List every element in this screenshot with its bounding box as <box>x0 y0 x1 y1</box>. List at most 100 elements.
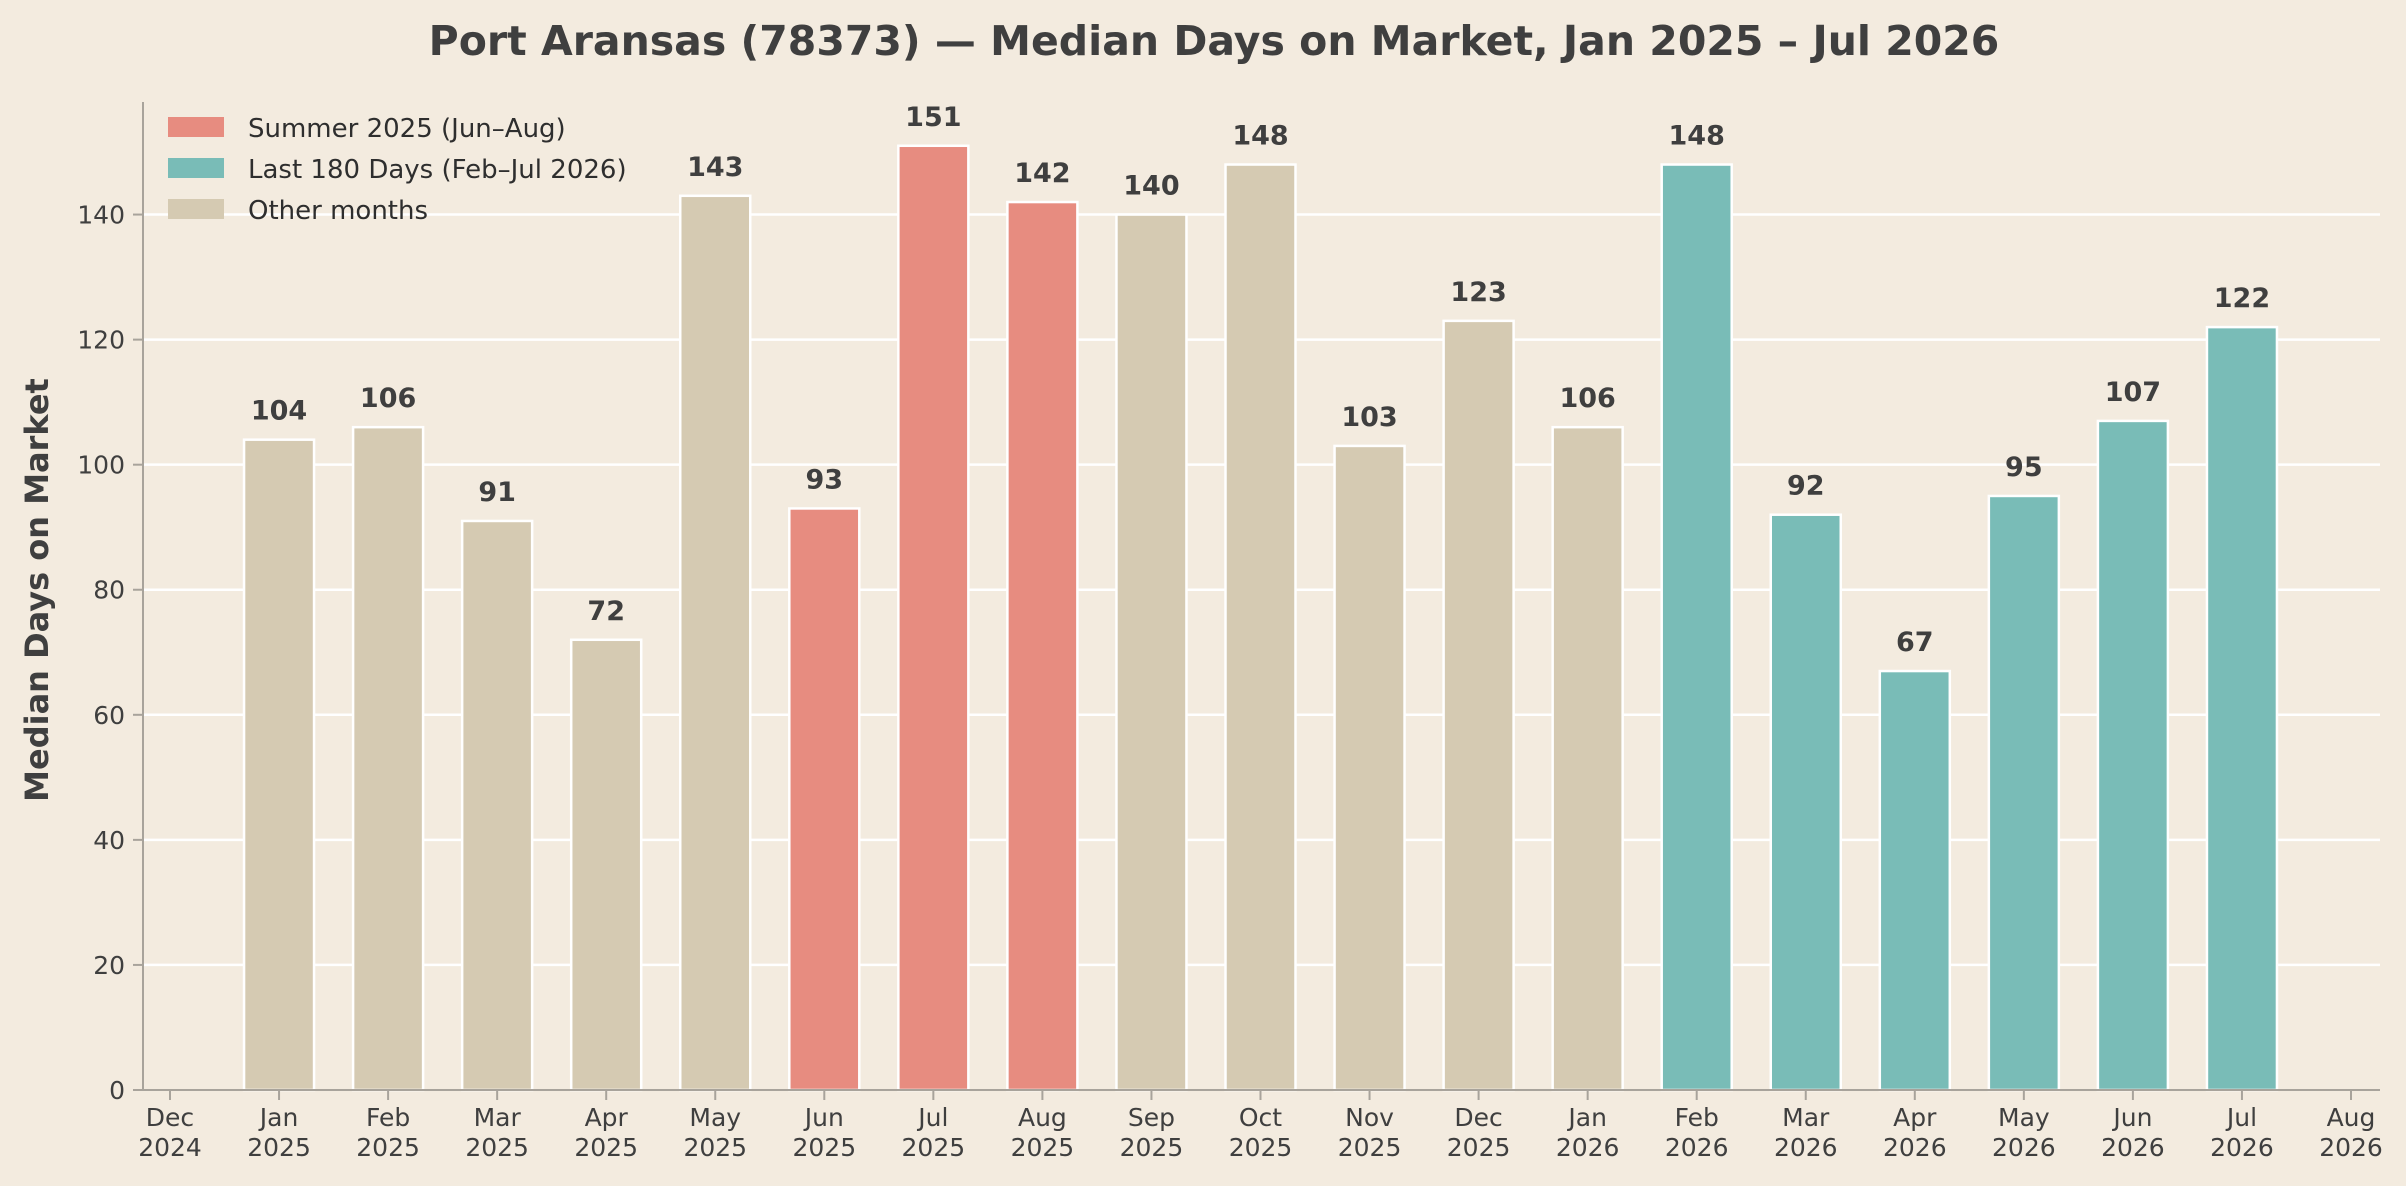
value-label-2026-03: 92 <box>1787 471 1825 502</box>
y-tick-label: 120 <box>77 326 125 355</box>
value-label-2025-08: 142 <box>1014 158 1070 189</box>
y-tick-label: 40 <box>93 826 125 855</box>
x-tick-label-year: 2025 <box>356 1133 420 1162</box>
y-tick-label: 100 <box>77 451 125 480</box>
x-tick-label-year: 2026 <box>2210 1133 2274 1162</box>
value-label-2025-04: 72 <box>587 596 625 627</box>
x-tick-label-year: 2025 <box>1120 1133 1184 1162</box>
x-tick-label-month: Dec <box>1454 1103 1502 1132</box>
bar-2025-01 <box>242 438 316 1092</box>
legend-swatch-summer <box>168 117 224 137</box>
chart-title: Port Aransas (78373) — Median Days on Ma… <box>429 17 2000 65</box>
bar-2026-01 <box>1551 425 1624 1092</box>
x-tick-label-month: Mar <box>1782 1103 1830 1132</box>
bar-2025-06 <box>788 507 861 1092</box>
x-tick-label-month: Feb <box>1675 1103 1719 1132</box>
value-labels: 104 106 91 72 143 93 151 142 140 148 103 123 106 148 9… <box>251 102 2270 658</box>
x-tick-label-month: Dec <box>146 1103 194 1132</box>
axes: 020406080100120140Dec2024Jan2025Feb2025M… <box>77 102 2383 1162</box>
x-tick-label-month: Aug <box>2327 1103 2376 1132</box>
bar-2026-07 <box>2205 325 2279 1092</box>
x-tick-label-year: 2026 <box>1992 1133 2056 1162</box>
value-label-2025-12: 123 <box>1450 277 1506 308</box>
value-label-2026-02: 148 <box>1669 121 1725 152</box>
x-tick-label-month: May <box>1998 1103 2050 1132</box>
value-label-2026-06: 107 <box>2105 377 2161 408</box>
value-label-2025-01: 104 <box>251 396 307 427</box>
legend-label-other: Other months <box>248 196 428 226</box>
value-label-2025-07: 151 <box>905 102 961 133</box>
bar-2025-12 <box>1442 319 1515 1092</box>
x-tick-label-year: 2024 <box>138 1133 202 1162</box>
legend-label-last180: Last 180 Days (Feb–Jul 2026) <box>248 155 627 185</box>
bar-2026-04 <box>1878 669 1952 1092</box>
x-tick-label-month: Jun <box>803 1103 844 1132</box>
x-tick-label-month: Mar <box>474 1103 522 1132</box>
bar-2025-07 <box>897 144 970 1092</box>
bar-2025-10 <box>1224 163 1297 1092</box>
x-tick-label-year: 2025 <box>683 1133 747 1162</box>
x-tick-label-month: Feb <box>366 1103 410 1132</box>
bar-2026-03 <box>1769 513 1842 1092</box>
bar-2025-02 <box>351 425 425 1092</box>
x-tick-label-month: May <box>689 1103 741 1132</box>
value-label-2026-01: 106 <box>1559 383 1615 414</box>
value-label-2025-10: 148 <box>1232 121 1288 152</box>
x-tick-label-year: 2025 <box>1229 1133 1293 1162</box>
x-tick-label-month: Nov <box>1345 1103 1394 1132</box>
y-tick-label: 60 <box>93 701 125 730</box>
x-tick-label-year: 2026 <box>1774 1133 1838 1162</box>
x-tick-label-year: 2025 <box>902 1133 966 1162</box>
y-tick-label: 80 <box>93 576 125 605</box>
bar-2025-08 <box>1006 200 1079 1092</box>
bar-2026-06 <box>2096 419 2170 1092</box>
legend-swatch-other <box>168 199 224 219</box>
x-tick-label-month: Apr <box>585 1103 629 1132</box>
bar-2025-05 <box>679 194 752 1092</box>
value-label-2025-11: 103 <box>1341 402 1397 433</box>
x-tick-label-year: 2026 <box>1556 1133 1620 1162</box>
legend-label-summer: Summer 2025 (Jun–Aug) <box>248 114 566 144</box>
x-tick-label-year: 2025 <box>247 1133 311 1162</box>
x-tick-label-month: Aug <box>1018 1103 1067 1132</box>
x-tick-label-year: 2026 <box>1665 1133 1729 1162</box>
legend: Summer 2025 (Jun–Aug) Last 180 Days (Feb–… <box>168 114 627 226</box>
bars <box>242 144 2279 1092</box>
value-label-2025-03: 91 <box>478 477 516 508</box>
x-tick-label-month: Sep <box>1128 1103 1175 1132</box>
x-tick-label-year: 2026 <box>2101 1133 2165 1162</box>
bar-2025-03 <box>460 519 534 1092</box>
legend-swatch-last180 <box>168 158 224 178</box>
x-tick-label-month: Jan <box>258 1103 299 1132</box>
x-tick-label-year: 2025 <box>792 1133 856 1162</box>
value-label-2025-09: 140 <box>1123 171 1179 202</box>
x-tick-label-month: Apr <box>1893 1103 1937 1132</box>
bar-2026-02 <box>1660 163 1733 1092</box>
value-label-2026-07: 122 <box>2214 283 2270 314</box>
value-label-2025-06: 93 <box>806 464 844 495</box>
bar-2025-11 <box>1333 444 1406 1092</box>
x-tick-label-year: 2025 <box>1338 1133 1402 1162</box>
value-label-2025-05: 143 <box>687 152 743 183</box>
y-tick-label: 0 <box>109 1076 125 1105</box>
x-tick-label-year: 2025 <box>465 1133 529 1162</box>
x-tick-label-month: Jun <box>2111 1103 2152 1132</box>
y-tick-label: 20 <box>93 951 125 980</box>
x-tick-label-year: 2025 <box>1011 1133 1075 1162</box>
value-label-2025-02: 106 <box>360 383 416 414</box>
bar-2025-04 <box>569 638 643 1092</box>
y-tick-label: 140 <box>77 201 125 230</box>
value-label-2026-04: 67 <box>1896 627 1934 658</box>
x-tick-label-month: Jul <box>2225 1103 2257 1132</box>
x-tick-label-year: 2026 <box>2319 1133 2383 1162</box>
y-axis-label: Median Days on Market <box>18 378 56 802</box>
x-tick-label-year: 2026 <box>1883 1133 1947 1162</box>
bar-2025-09 <box>1115 213 1188 1092</box>
bar-2026-05 <box>1987 494 2061 1092</box>
x-tick-label-month: Jan <box>1566 1103 1607 1132</box>
x-tick-label-month: Jul <box>916 1103 948 1132</box>
x-tick-label-year: 2025 <box>1447 1133 1511 1162</box>
x-tick-label-month: Oct <box>1239 1103 1282 1132</box>
